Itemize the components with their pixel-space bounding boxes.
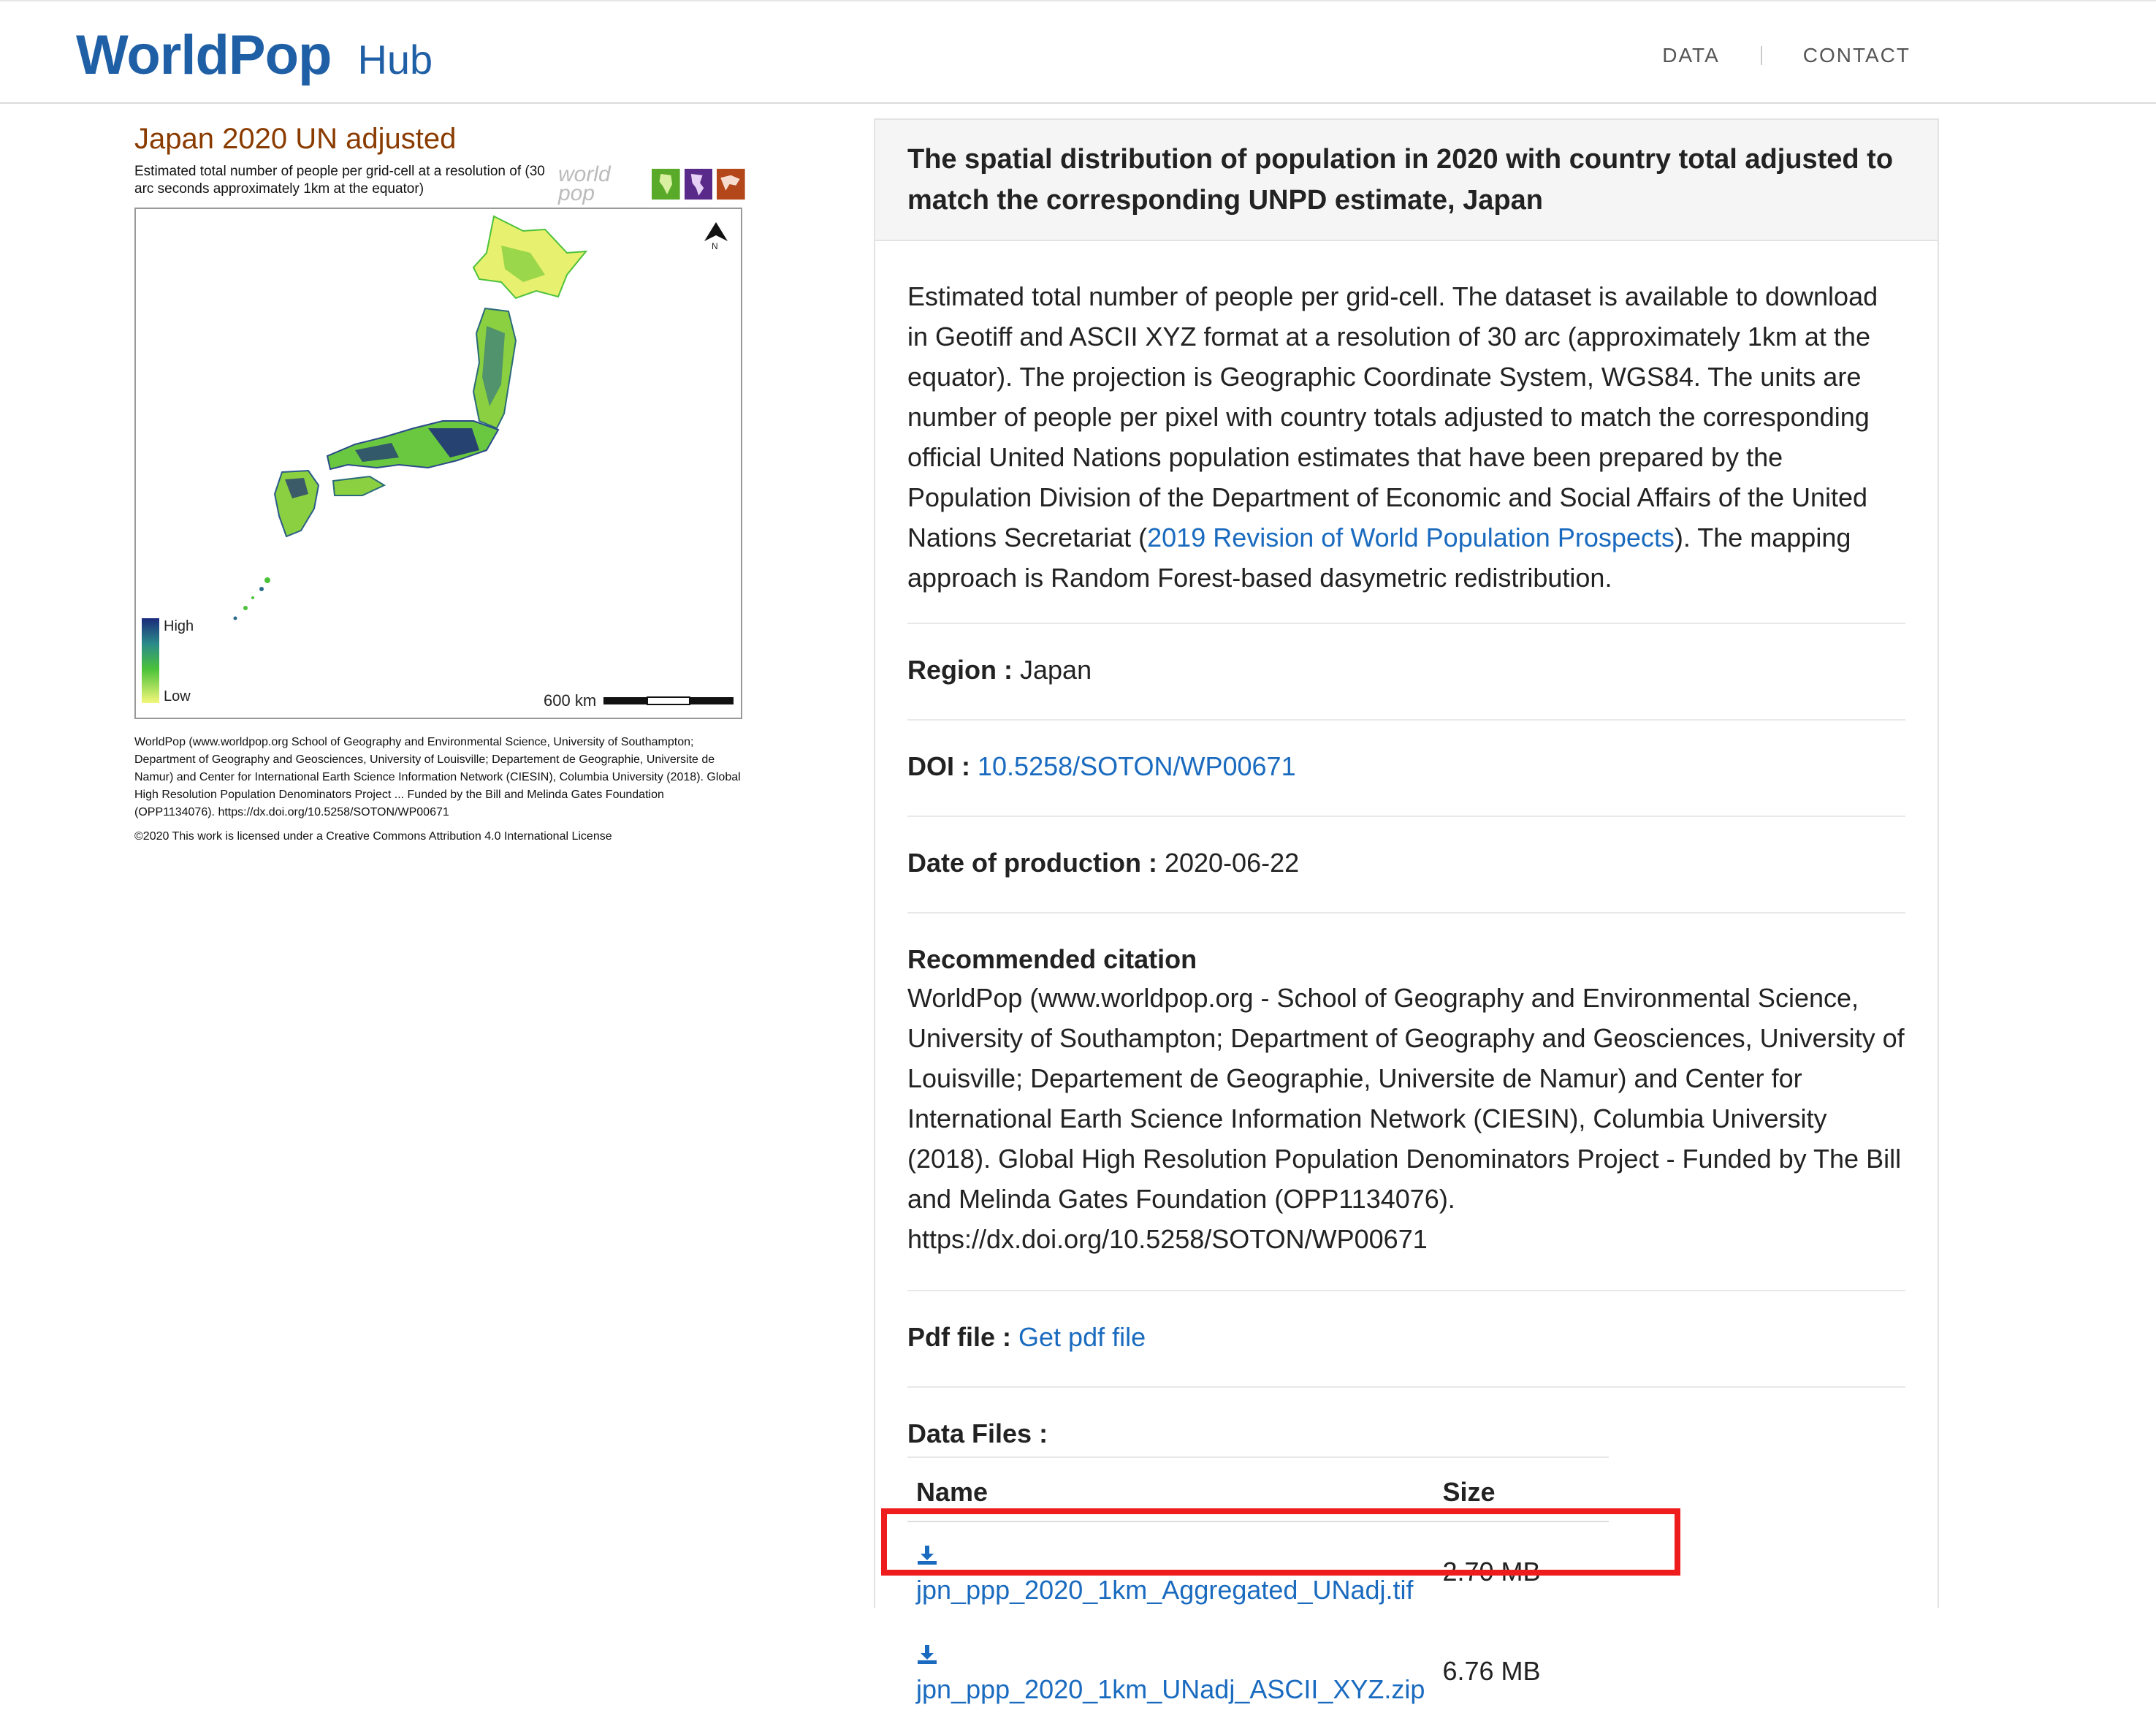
map-license: ©2020 This work is licensed under a Crea… [134, 830, 612, 843]
file-name-cell: jpn_ppp_2020_1km_Aggregated_UNadj.tif [907, 1521, 1433, 1622]
map-preview: Japan 2020 UN adjusted Estimated total n… [134, 123, 745, 843]
region-row: Region : Japan [907, 623, 1905, 719]
worldpop-hub-logo[interactable]: WorldPop Hub [76, 23, 433, 89]
site-header: WorldPop Hub DATA CONTACT [0, 0, 2156, 104]
pdf-row: Pdf file : Get pdf file [907, 1290, 1905, 1386]
dataset-info-panel: The spatial distribution of population i… [874, 118, 1939, 1704]
logo-hub-text[interactable]: Hub [357, 37, 433, 83]
citation-row: Recommended citation WorldPop (www.world… [907, 912, 1905, 1290]
population-map[interactable]: N High Low 600 km [134, 208, 742, 719]
asia-logo-icon [717, 168, 745, 200]
data-files-table: Name Size jpn_ppp_2020_1km_Aggregated_UN… [907, 1456, 1609, 1721]
file-size-cell: 6.76 MB [1442, 1656, 1541, 1686]
production-date-row: Date of production : 2020-06-22 [907, 816, 1905, 912]
nav-data-link[interactable]: DATA [1662, 44, 1720, 67]
file-highlight-box [881, 1508, 1680, 1576]
north-arrow-label: N [712, 241, 718, 251]
map-title: Japan 2020 UN adjusted [134, 123, 457, 155]
nav-divider [1760, 46, 1762, 65]
dataset-title: The spatial distribution of population i… [907, 144, 1894, 216]
region-label: Region : [907, 655, 1013, 685]
main-nav: DATA CONTACT [1662, 44, 1911, 67]
pdf-label: Pdf file : [907, 1322, 1011, 1352]
doi-row: DOI : 10.5258/SOTON/WP00671 [907, 719, 1905, 816]
scale-bar-label: 600 km [544, 691, 597, 710]
japan-population-map-image [142, 215, 734, 705]
download-icon[interactable] [916, 1544, 938, 1566]
americas-logo-icon [684, 168, 713, 200]
logo-wordmark[interactable]: WorldPop [76, 24, 332, 86]
map-caption: WorldPop (www.worldpop.org School of Geo… [134, 736, 741, 818]
production-date-label: Date of production : [907, 848, 1157, 878]
production-date-value: 2020-06-22 [1164, 848, 1300, 878]
doi-link[interactable]: 10.5258/SOTON/WP00671 [978, 751, 1296, 781]
get-pdf-link[interactable]: Get pdf file [1018, 1322, 1146, 1352]
citation-text: WorldPop (www.worldpop.org - School of G… [907, 983, 1905, 1254]
file-download-link[interactable]: jpn_ppp_2020_1km_UNadj_ASCII_XYZ.zip [916, 1674, 1425, 1704]
wpp-revision-link[interactable]: 2019 Revision of World Population Prospe… [1147, 523, 1675, 552]
map-subtitle: Estimated total number of people per gri… [134, 164, 545, 197]
legend-low-label: Low [164, 688, 191, 704]
dataset-description: Estimated total number of people per gri… [907, 276, 1905, 598]
doi-label: DOI : [907, 751, 970, 781]
data-files-label: Data Files : [907, 1418, 1048, 1448]
download-icon[interactable] [916, 1644, 938, 1665]
table-row: jpn_ppp_2020_1km_UNadj_ASCII_XYZ.zip 6.7… [907, 1622, 1609, 1721]
africa-logo-icon [652, 168, 680, 200]
description-text-end: ). The mapping approach is Random Forest… [907, 523, 1851, 593]
nav-contact-link[interactable]: CONTACT [1802, 44, 1911, 67]
citation-label: Recommended citation [907, 944, 1197, 974]
dataset-details: Estimated total number of people per gri… [875, 276, 1938, 1721]
legend-high-label: High [164, 618, 194, 634]
file-name-cell: jpn_ppp_2020_1km_UNadj_ASCII_XYZ.zip [907, 1622, 1433, 1721]
file-download-link[interactable]: jpn_ppp_2020_1km_Aggregated_UNadj.tif [916, 1575, 1414, 1605]
region-value: Japan [1020, 655, 1092, 685]
map-logos: world pop [558, 162, 745, 205]
worldpop-watermark: world pop [558, 162, 611, 205]
dataset-title-bar: The spatial distribution of population i… [875, 120, 1938, 241]
description-text-start: Estimated total number of people per gri… [907, 281, 1878, 552]
